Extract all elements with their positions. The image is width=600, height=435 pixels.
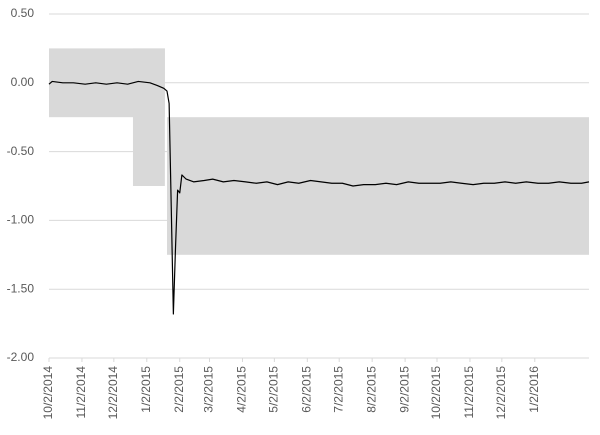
x-tick-label: 7/2/2015: [331, 366, 345, 413]
y-tick-label: -0.50: [7, 144, 35, 158]
x-tick-label: 8/2/2015: [364, 366, 378, 413]
y-tick-label: 0.00: [11, 75, 35, 89]
y-tick-label: -2.00: [7, 350, 35, 364]
y-tick-label: -1.50: [7, 281, 35, 295]
band: [166, 117, 589, 255]
y-tick-label: 0.50: [11, 6, 35, 20]
x-tick-label: 4/2/2015: [235, 366, 249, 413]
x-tick-label: 11/2/2015: [462, 366, 476, 419]
x-tick-label: 9/2/2015: [397, 366, 411, 413]
x-tick-label: 11/2/2014: [74, 366, 88, 419]
x-tick-label: 10/2/2014: [41, 366, 55, 420]
x-tick-label: 2/2/2015: [172, 366, 186, 413]
y-tick-label: -1.00: [7, 213, 35, 227]
line-series: [48, 80, 590, 315]
x-tick-label: 12/2/2015: [494, 366, 508, 420]
x-tick-label: 5/2/2015: [267, 366, 281, 413]
band: [132, 48, 165, 187]
x-tick-label: 6/2/2015: [299, 366, 313, 413]
x-tick-label: 3/2/2015: [202, 366, 216, 413]
x-tick-label: 1/2/2016: [527, 366, 541, 413]
x-tick-label: 10/2/2015: [429, 366, 443, 420]
x-tick-label: 12/2/2014: [106, 366, 120, 420]
x-tick-label: 1/2/2015: [139, 366, 153, 413]
